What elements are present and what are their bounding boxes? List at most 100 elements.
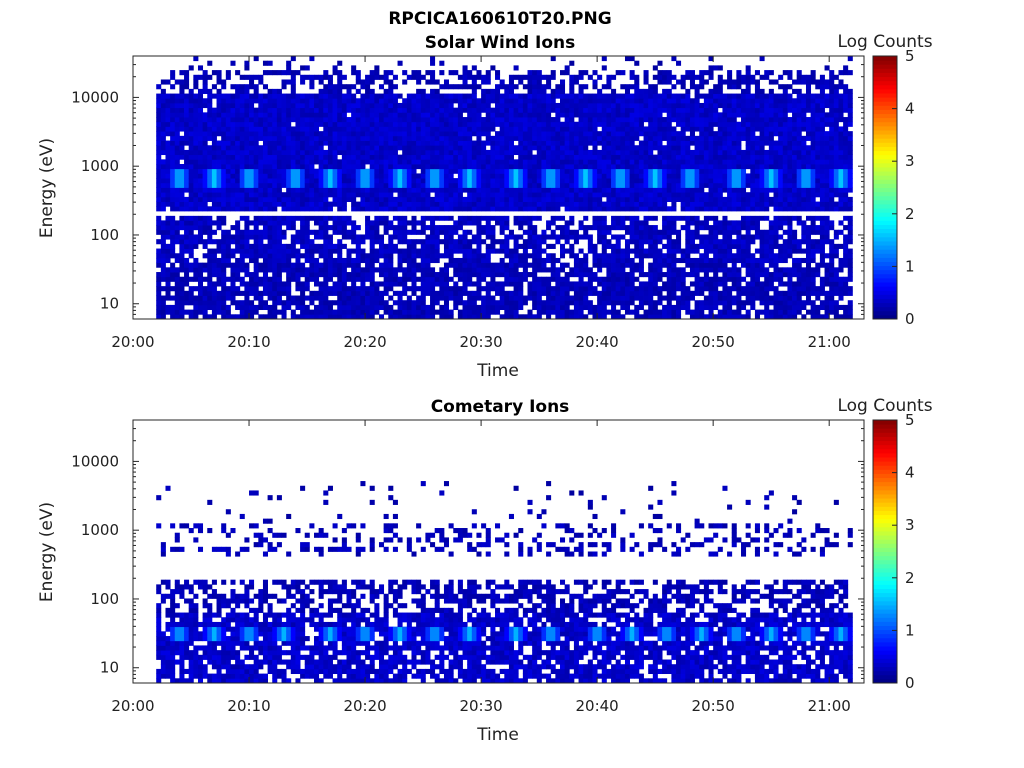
heatmap-cell — [300, 159, 306, 165]
heatmap-cell — [355, 243, 361, 249]
heatmap-cell — [314, 135, 320, 141]
heatmap-cell — [318, 121, 324, 127]
heatmap-cell — [216, 267, 222, 273]
heatmap-cell — [337, 60, 343, 66]
heatmap-cell — [624, 131, 631, 137]
heatmap-cell — [272, 314, 278, 320]
heatmap-cell — [643, 168, 649, 174]
heatmap-cell — [341, 98, 347, 104]
heatmap-cell — [406, 182, 412, 188]
heatmap-cell — [578, 70, 584, 76]
heatmap-cell — [573, 102, 579, 109]
heatmap-cell — [314, 145, 320, 151]
heatmap-cell — [620, 126, 626, 132]
heatmap-cell — [369, 187, 375, 193]
heatmap-cell — [207, 159, 213, 165]
heatmap-cell — [578, 300, 584, 306]
heatmap-cell — [504, 168, 510, 174]
heatmap-cell — [601, 206, 607, 212]
heatmap-cell — [490, 286, 496, 292]
heatmap-cell — [420, 98, 426, 104]
heatmap-cell — [374, 290, 380, 296]
heatmap-cell — [351, 84, 357, 90]
heatmap-cell — [197, 300, 204, 306]
heatmap-cell — [569, 253, 575, 259]
heatmap-cell — [620, 300, 626, 306]
heatmap-cell — [197, 112, 204, 118]
heatmap-cell — [304, 102, 310, 109]
heatmap-cell — [272, 117, 278, 123]
heatmap-cell — [327, 149, 333, 156]
heatmap-cell — [262, 70, 268, 76]
heatmap-cell — [378, 121, 385, 127]
heatmap-cell — [638, 243, 644, 249]
heatmap-cell — [439, 173, 445, 179]
heatmap-cell — [216, 257, 222, 264]
heatmap-cell — [286, 215, 292, 221]
heatmap-cell — [611, 201, 617, 207]
heatmap-cell — [244, 192, 250, 198]
heatmap-cell — [411, 74, 417, 80]
heatmap-cell — [573, 168, 579, 174]
heatmap-cell — [467, 229, 473, 235]
heatmap-cell — [341, 220, 347, 226]
heatmap-cell — [267, 290, 273, 296]
heatmap-cell — [476, 206, 482, 212]
heatmap-cell — [485, 112, 491, 118]
heatmap-cell — [184, 248, 190, 254]
heatmap-cell — [272, 257, 278, 264]
heatmap-cell — [267, 281, 273, 287]
heatmap-cell — [318, 229, 324, 235]
heatmap-cell — [504, 304, 510, 311]
heatmap-cell — [230, 107, 236, 113]
heatmap-cell — [495, 112, 501, 118]
heatmap-cell — [365, 126, 371, 132]
heatmap-cell — [420, 314, 426, 320]
heatmap-cell — [550, 276, 556, 282]
heatmap-cell — [369, 192, 375, 198]
heatmap-cell — [587, 290, 593, 296]
heatmap-cell — [550, 182, 556, 188]
heatmap-cell — [170, 309, 176, 315]
heatmap-cell — [211, 309, 217, 315]
heatmap-cell — [239, 196, 245, 202]
heatmap-cell — [643, 149, 649, 156]
heatmap-cell — [272, 192, 278, 198]
heatmap-cell — [225, 295, 231, 301]
heatmap-cell — [583, 145, 589, 151]
heatmap-cell — [165, 276, 171, 282]
heatmap-cell — [221, 281, 227, 287]
heatmap-cell — [467, 131, 473, 137]
heatmap-cell — [508, 93, 514, 99]
heatmap-cell — [467, 248, 473, 254]
heatmap-cell — [249, 102, 255, 109]
heatmap-cell — [397, 145, 403, 151]
heatmap-cell — [225, 187, 231, 193]
heatmap-cell — [518, 192, 524, 198]
heatmap-cell — [453, 281, 459, 287]
heatmap-cell — [174, 145, 180, 151]
heatmap-cell — [323, 135, 329, 141]
heatmap-cell — [392, 234, 398, 240]
heatmap-cell — [587, 234, 593, 240]
heatmap-cell — [160, 173, 166, 179]
heatmap-cell — [453, 149, 459, 156]
heatmap-cell — [652, 206, 658, 212]
heatmap-cell — [527, 149, 533, 156]
heatmap-cell — [606, 131, 612, 137]
heatmap-cell — [383, 253, 389, 259]
heatmap-cell — [430, 74, 436, 80]
heatmap-cell — [569, 121, 575, 127]
heatmap-cell — [513, 257, 519, 264]
heatmap-cell — [527, 70, 533, 76]
heatmap-cell — [578, 196, 584, 202]
heatmap-cell — [170, 220, 176, 226]
heatmap-cell — [471, 178, 477, 184]
heatmap-cell — [638, 168, 644, 174]
heatmap-cell — [550, 117, 556, 123]
heatmap-cell — [300, 304, 306, 311]
heatmap-cell — [402, 112, 408, 118]
heatmap-cell — [165, 164, 171, 170]
heatmap-cell — [304, 201, 310, 207]
heatmap-cell — [258, 117, 264, 123]
